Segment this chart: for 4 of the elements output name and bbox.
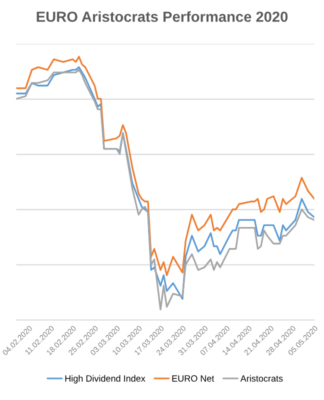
chart-title: EURO Aristocrats Performance 2020: [36, 11, 288, 22]
legend-label: Aristocrats: [240, 375, 283, 382]
legend-label: High Dividend Index: [65, 375, 146, 384]
legend-label: EURO Net: [172, 375, 214, 382]
